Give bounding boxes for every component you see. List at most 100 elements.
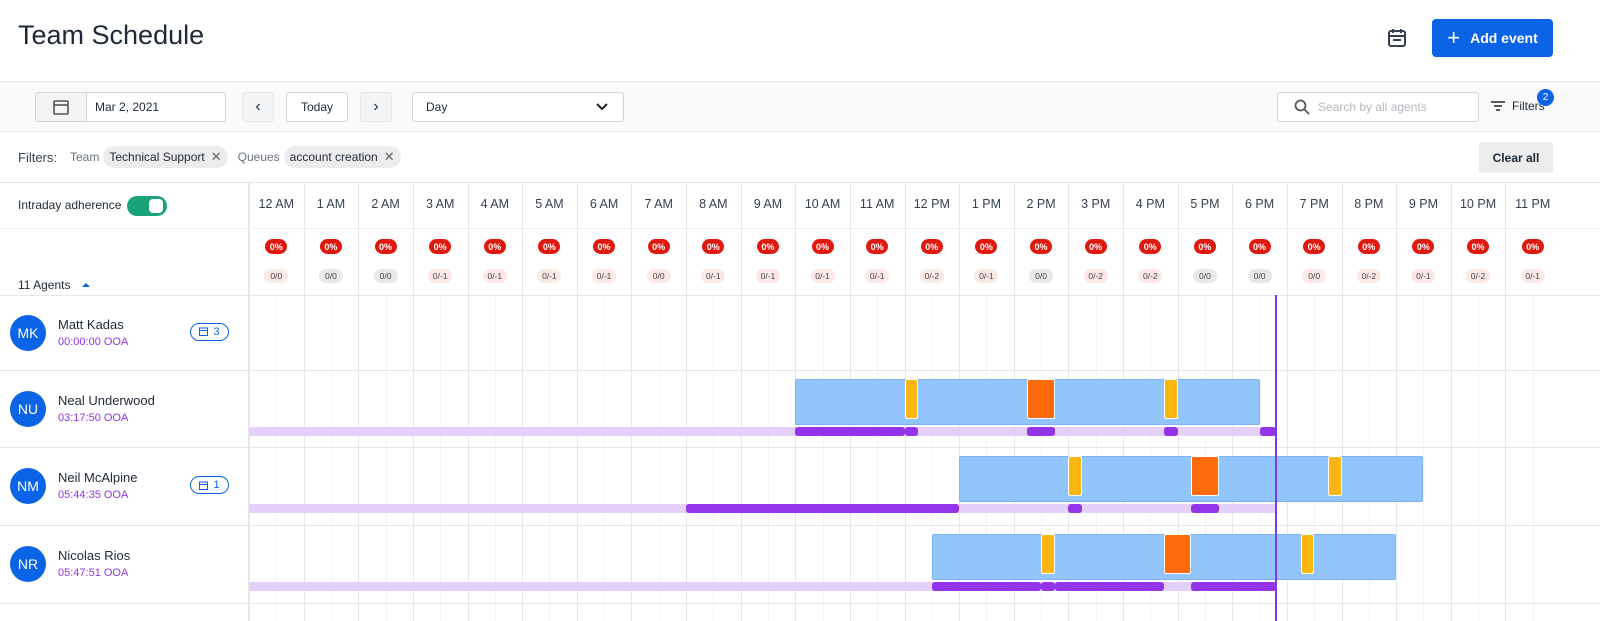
adherence-bar (1191, 582, 1276, 591)
ratio-pill: 0/-1 (1411, 269, 1436, 283)
percent-pill: 0% (647, 239, 670, 254)
agents-count-label: 11 Agents (18, 278, 71, 292)
activity-block[interactable] (1300, 534, 1315, 574)
avatar: NM (10, 468, 46, 504)
ratio-pill: 0/0 (1247, 269, 1272, 283)
filter-groups: Team Technical Support ✕ Queues account crea… (70, 146, 401, 168)
today-button[interactable]: Today (286, 92, 348, 122)
divider (0, 182, 1600, 183)
filter-chip[interactable]: Technical Support ✕ (103, 146, 228, 168)
ratio-pill: 0/-2 (1138, 269, 1163, 283)
percent-pill: 0% (1030, 239, 1053, 254)
adherence-bar (249, 582, 1276, 591)
hour-grid-line (467, 182, 469, 621)
hour-grid-line (522, 182, 524, 621)
prev-button[interactable]: ‹ (242, 92, 274, 122)
agents-count[interactable]: 11 Agents (18, 278, 91, 292)
clear-all-button[interactable]: Clear all (1479, 142, 1553, 173)
avatar: MK (10, 314, 46, 351)
percent-pill: 0% (374, 239, 397, 254)
hour-label: 12 PM (913, 197, 950, 211)
row-divider (0, 525, 1600, 526)
percent-pill: 0% (1248, 239, 1271, 254)
activity-block[interactable] (904, 379, 919, 419)
activity-block[interactable] (1068, 456, 1083, 496)
agent-name[interactable]: Neal Underwood (58, 392, 155, 408)
hour-label: 11 AM (859, 197, 895, 211)
percent-pill: 0% (975, 239, 998, 254)
ratio-pill: 0/-2 (1083, 269, 1108, 283)
agent-ooa: 03:17:50 OOA (58, 411, 129, 424)
activity-block[interactable] (1191, 456, 1219, 496)
view-label: Day (426, 100, 448, 114)
activity-block[interactable] (1163, 379, 1178, 419)
hour-label: 2 AM (371, 197, 400, 211)
agent-name[interactable]: Nicolas Rios (58, 548, 131, 563)
hour-label: 5 AM (535, 197, 564, 211)
events-badge[interactable]: 1 (190, 476, 229, 494)
hour-grid-line (1396, 182, 1398, 621)
hour-grid-line (631, 182, 633, 621)
percent-pill: 0% (1412, 239, 1435, 254)
row-divider (0, 370, 1600, 371)
date-input[interactable]: Mar 2, 2021 (86, 92, 226, 122)
activity-block[interactable] (1163, 534, 1192, 574)
next-button[interactable]: › (360, 92, 392, 122)
percent-pill: 0% (1467, 239, 1490, 254)
avatar: NR (10, 546, 46, 582)
add-event-button[interactable]: + Add event (1432, 19, 1553, 57)
adherence-bar (795, 427, 905, 436)
hour-label: 12 AM (258, 197, 295, 211)
half-hour-line (877, 295, 879, 621)
agent-name[interactable]: Matt Kadas (58, 316, 124, 332)
percent-pill: 0% (483, 239, 506, 254)
chip-remove[interactable]: ✕ (383, 149, 395, 164)
percent-pill: 0% (538, 239, 561, 254)
row-divider (0, 603, 1600, 604)
activity-block[interactable] (1041, 534, 1055, 574)
half-hour-line (1478, 295, 1480, 621)
activity-block[interactable] (1027, 379, 1055, 419)
events-count: 3 (213, 325, 220, 338)
page-title: Team Schedule (18, 20, 205, 50)
half-hour-line (1423, 295, 1425, 621)
hour-label: 2 PM (1026, 197, 1056, 211)
hour-grid-line (1286, 182, 1288, 621)
ratio-pill: 0/-1 (592, 269, 617, 283)
events-badge[interactable]: 3 (190, 322, 229, 341)
filters-button[interactable]: Filters (1490, 99, 1545, 113)
filter-chip[interactable]: account creation ✕ (283, 146, 401, 168)
half-hour-line (822, 295, 824, 621)
activity-block[interactable] (1327, 456, 1342, 496)
percent-pill: 0% (1193, 239, 1216, 254)
percent-pill: 0% (593, 239, 616, 254)
ratio-pill: 0/0 (1302, 269, 1327, 283)
half-hour-line (385, 295, 387, 621)
percent-pill: 0% (429, 239, 452, 254)
ratio-pill: 0/-1 (428, 269, 453, 283)
half-hour-line (658, 295, 660, 621)
hour-grid-line (686, 182, 687, 621)
adherence-bar (1259, 427, 1276, 436)
hour-label: 8 PM (1354, 197, 1384, 211)
adherence-label: Intraday adherence (18, 198, 122, 212)
chip-remove[interactable]: ✕ (210, 149, 222, 164)
agent-name[interactable]: Neil McAlpine (58, 470, 138, 485)
ratio-pill: 0/0 (1029, 269, 1054, 283)
hour-label: 1 AM (316, 197, 346, 211)
half-hour-line (549, 295, 551, 621)
now-line (1274, 295, 1277, 621)
adherence-bar (1027, 427, 1055, 436)
adherence-toggle[interactable] (127, 196, 167, 216)
calendar-icon[interactable] (1386, 27, 1408, 49)
adherence-bar (1163, 427, 1178, 436)
search-input[interactable]: Search by all agents (1277, 92, 1479, 122)
hour-label: 5 PM (1190, 197, 1220, 211)
ratio-pill: 0/-1 (810, 269, 835, 283)
hour-grid-line (1450, 182, 1452, 621)
divider (248, 182, 249, 621)
date-picker-button[interactable] (35, 92, 87, 122)
ratio-pill: 0/-1 (701, 269, 726, 283)
hour-grid-line (1341, 182, 1343, 621)
view-select[interactable]: Day (412, 92, 624, 122)
